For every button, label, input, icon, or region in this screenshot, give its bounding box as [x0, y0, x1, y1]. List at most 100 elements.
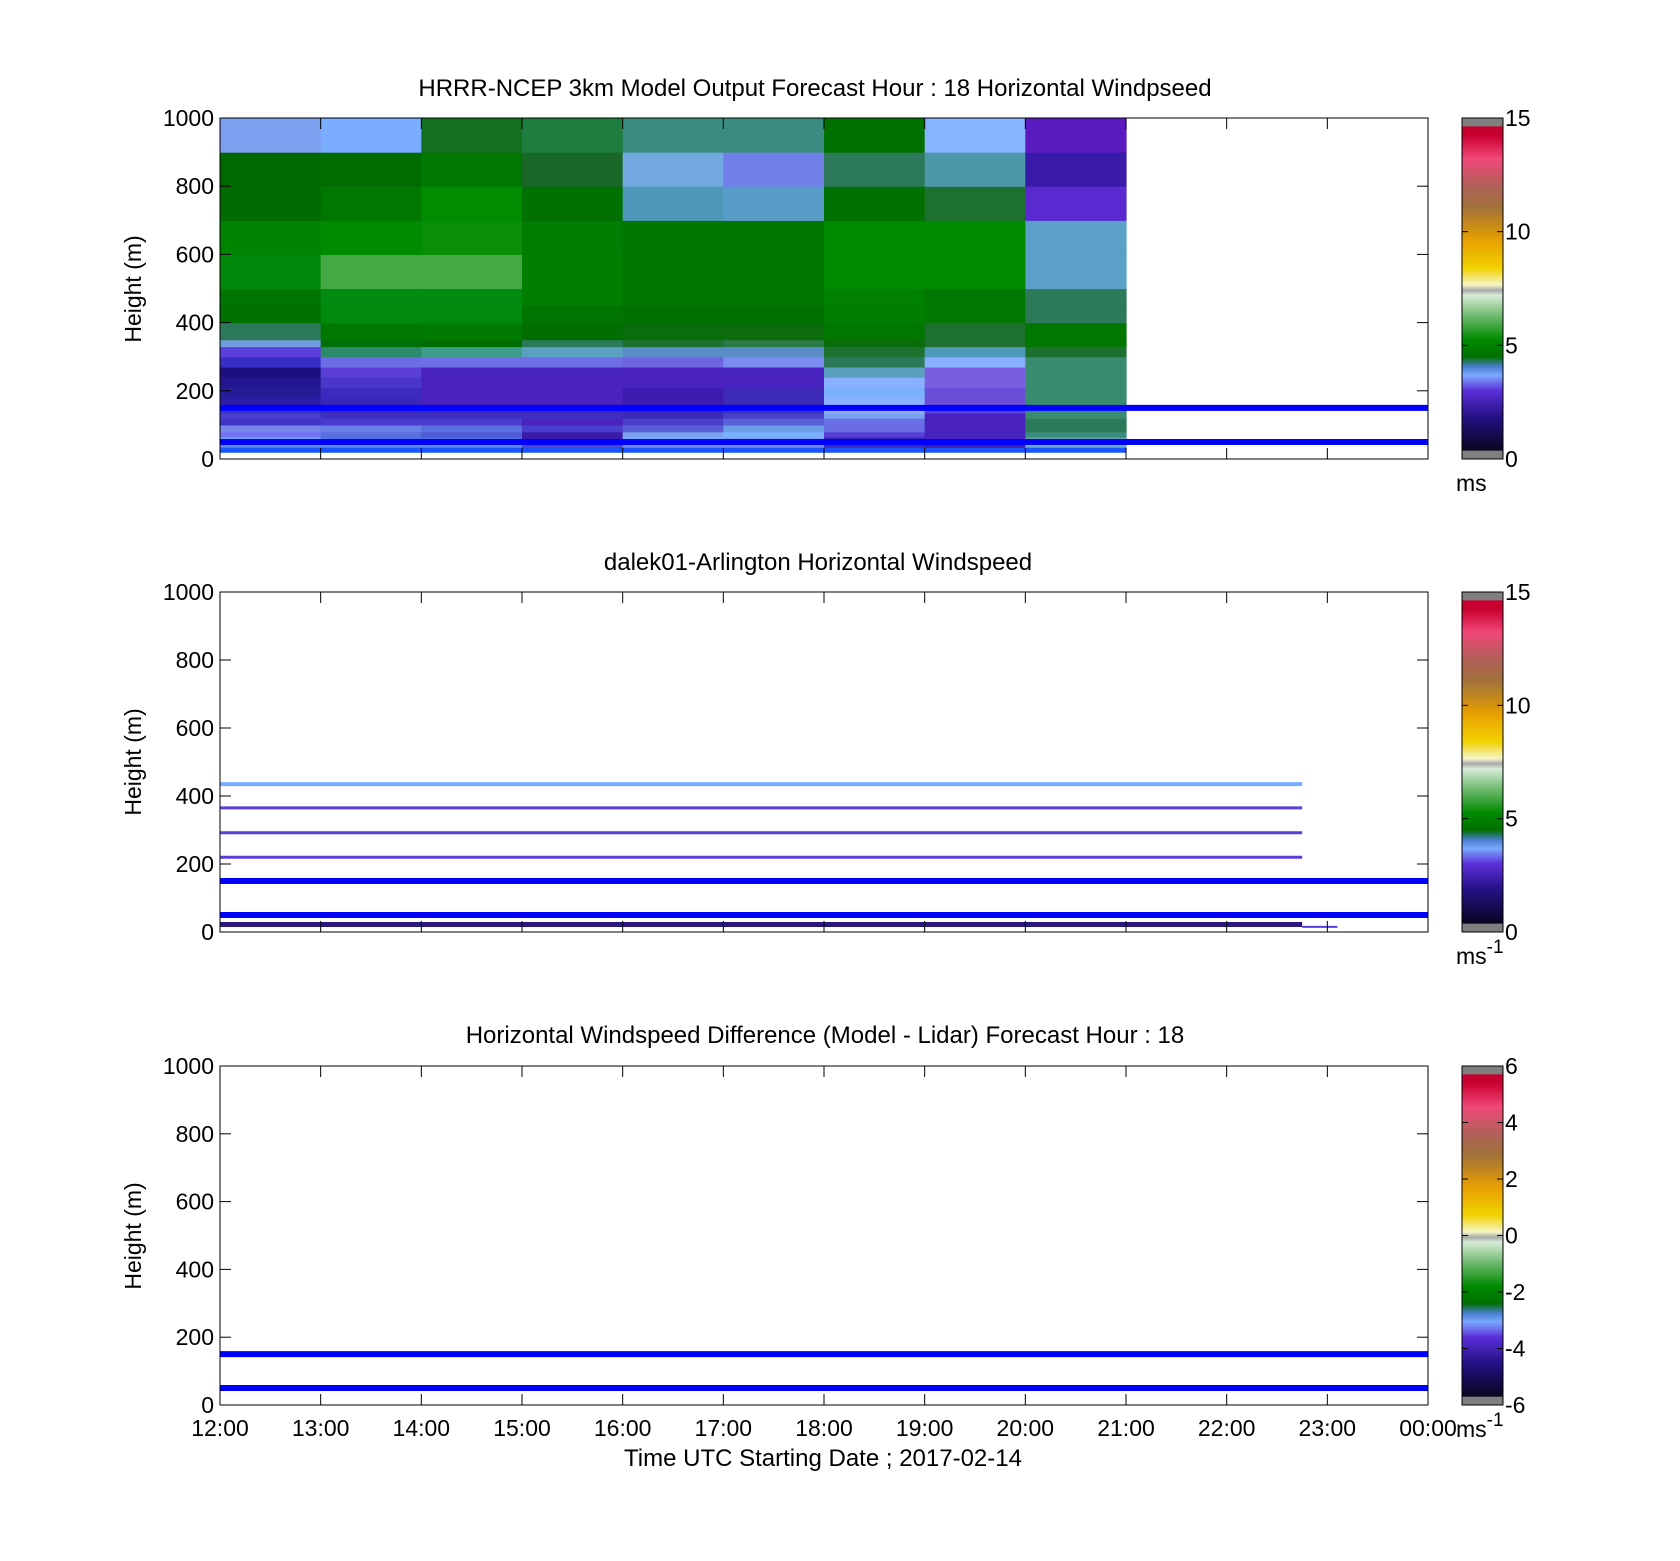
heatmap-cell: [1025, 356, 1127, 368]
heatmap-cell: [220, 366, 322, 378]
heatmap-cell: [723, 412, 825, 419]
heatmap-cell: [1025, 447, 1127, 453]
colorbar: -6 -4 -2 0 2 4 6 ms-1: [1456, 1053, 1526, 1442]
heatmap-cell: [924, 339, 1026, 348]
heatmap-cell: [723, 424, 825, 433]
x-tick-label: 12:00: [191, 1415, 249, 1441]
heatmap-cell: [622, 356, 724, 368]
y-axis-label: Height (m): [120, 708, 146, 815]
heatmap-cell: [622, 305, 724, 324]
panel-lidar: dalek01-Arlington Horizontal Windspeed H…: [120, 549, 1531, 969]
heatmap-cell: [522, 254, 624, 290]
heatmap-cell: [824, 431, 926, 438]
heatmap-cell: [824, 447, 926, 453]
panel-title: HRRR-NCEP 3km Model Output Forecast Hour…: [418, 75, 1211, 102]
heatmap-cell: [320, 220, 422, 255]
colorbar-tick-label: 0: [1505, 1223, 1518, 1249]
heatmap-cell: [924, 431, 1026, 438]
heatmap-cell: [1025, 288, 1127, 307]
heatmap-cell: [924, 322, 1026, 341]
heatmap-cell: [622, 254, 724, 290]
heatmap-cell: [320, 339, 422, 348]
colorbar-tick-label: 4: [1505, 1110, 1518, 1136]
x-tick-label: 20:00: [997, 1415, 1055, 1441]
heatmap-cell: [522, 431, 624, 438]
y-tick-label: 600: [176, 241, 214, 267]
y-axis-label: Height (m): [120, 235, 146, 342]
heatmap-cell: [421, 305, 523, 324]
heatmap-cell: [924, 186, 1026, 221]
heatmap-cell: [522, 366, 624, 378]
heatmap-cell: [220, 220, 322, 255]
heatmap-cell: [320, 447, 422, 453]
heatmap-cell: [622, 387, 724, 399]
heatmap-cell: [824, 387, 926, 399]
heatmap-cell: [1025, 397, 1127, 409]
colorbar-unit: ms-1: [1456, 1410, 1504, 1442]
heatmap-cell: [824, 412, 926, 419]
heatmap-cell: [320, 424, 422, 433]
heatmap-cell: [723, 377, 825, 388]
heatmap-cell: [320, 356, 422, 368]
heatmap-cell: [622, 118, 724, 153]
y-tick-label: 400: [176, 310, 214, 336]
heatmap-cell: [421, 431, 523, 438]
heatmap-cell: [723, 397, 825, 409]
heatmap-cell: [522, 424, 624, 433]
heatmap-cell: [522, 339, 624, 348]
y-tick-label: 200: [176, 851, 214, 877]
colorbar-tick-label: -2: [1505, 1279, 1525, 1305]
heatmap-cell: [522, 346, 624, 358]
heatmap-cell: [220, 346, 322, 358]
heatmap-cell: [824, 288, 926, 307]
y-axis-label: Height (m): [120, 1182, 146, 1289]
heatmap-cell: [421, 366, 523, 378]
y-ticks: 0 200 400 600 800 1000: [163, 1053, 1428, 1418]
heatmap-cell: [421, 186, 523, 221]
heatmap-cell: [924, 447, 1026, 453]
heatmap-cell: [320, 387, 422, 399]
heatmap-cell: [522, 418, 624, 426]
heatmap-cell: [723, 118, 825, 153]
x-ticks: [219, 118, 1429, 459]
heatmap-cell: [1025, 418, 1127, 426]
heatmap-cell: [220, 387, 322, 399]
heatmap-cell: [220, 152, 322, 187]
heatmap-cell: [924, 412, 1026, 419]
heatmap-cell: [421, 220, 523, 255]
heatmap-cell: [1025, 186, 1127, 221]
heatmap-cell: [1025, 346, 1127, 358]
heatmap-cell: [220, 322, 322, 341]
heatmap-cell: [421, 418, 523, 426]
heatmap-cell: [522, 387, 624, 399]
y-tick-label: 600: [176, 1189, 214, 1215]
heatmap-cell: [320, 254, 422, 290]
heatmap-cell: [1025, 431, 1127, 438]
colorbar-unit: ms: [1456, 470, 1487, 496]
heatmap-cell: [622, 377, 724, 388]
heatmap-cell: [220, 447, 322, 453]
colorbar: 0 5 10 15 ms: [1456, 105, 1531, 496]
heatmap-cell: [1025, 152, 1127, 187]
heatmap-cell: [1025, 254, 1127, 290]
heatmap-cell: [622, 424, 724, 433]
heatmap-cell: [723, 431, 825, 438]
heatmap-cell: [622, 346, 724, 358]
colorbar-tick-label: 2: [1505, 1166, 1518, 1192]
colorbar-gradient: [1461, 117, 1504, 460]
heatmap-cell: [924, 118, 1026, 153]
heatmap-cell: [824, 397, 926, 409]
heatmap-cell: [421, 356, 523, 368]
heatmap-cell: [320, 186, 422, 221]
heatmap-cell: [421, 339, 523, 348]
heatmap-cell: [824, 377, 926, 388]
heatmap-cell: [723, 356, 825, 368]
heatmap-cell: [220, 186, 322, 221]
heatmap-cell: [622, 431, 724, 438]
heatmap-cell: [924, 424, 1026, 433]
y-tick-label: 0: [201, 446, 214, 472]
heatmap-cell: [924, 152, 1026, 187]
reference-lines: [220, 1351, 1428, 1392]
heatmap-cell: [320, 288, 422, 307]
colorbar-tick-label: 15: [1505, 579, 1531, 605]
